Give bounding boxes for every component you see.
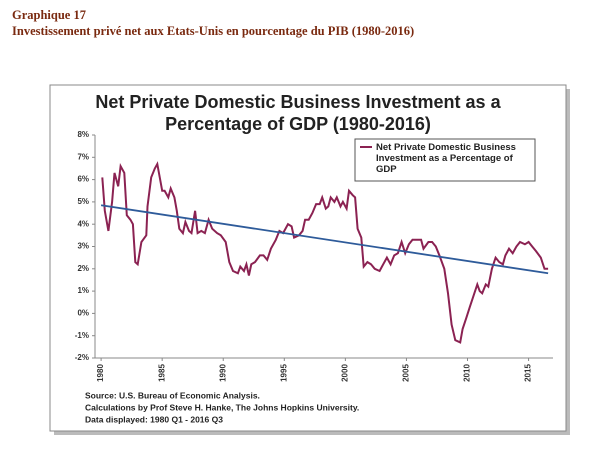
x-tick-label: 2000 bbox=[340, 364, 349, 382]
chart-title-line: Net Private Domestic Business Investment… bbox=[95, 92, 501, 112]
trend-line bbox=[100, 204, 549, 275]
y-tick-label: 4% bbox=[77, 219, 89, 228]
source-note: Source: U.S. Bureau of Economic Analysis… bbox=[85, 390, 260, 400]
y-tick-label: 1% bbox=[77, 286, 89, 295]
legend-label-line: GDP bbox=[376, 164, 397, 175]
y-tick-label: 5% bbox=[77, 197, 89, 206]
chart-title-line: Percentage of GDP (1980-2016) bbox=[165, 114, 431, 134]
x-tick-label: 2015 bbox=[524, 364, 533, 382]
x-tick-label: 1995 bbox=[279, 364, 288, 382]
x-tick-label: 1980 bbox=[96, 364, 105, 382]
chart-title: Net Private Domestic Business Investment… bbox=[95, 92, 501, 134]
legend-box bbox=[354, 138, 536, 182]
x-tick-label: 2010 bbox=[463, 364, 472, 382]
legend-label: Net Private Domestic Business Investment … bbox=[376, 142, 516, 175]
y-tick-label: -2% bbox=[75, 353, 89, 362]
y-tick-label: 7% bbox=[77, 152, 89, 161]
figure-title: Investissement privé net aux Etats-Unis … bbox=[12, 24, 415, 38]
source-note: Data displayed: 1980 Q1 - 2016 Q3 bbox=[85, 414, 223, 424]
legend-label-line: Investment as a Percentage of bbox=[376, 153, 514, 164]
x-tick-label: 1990 bbox=[218, 364, 227, 382]
x-tick-label: 1985 bbox=[157, 364, 166, 382]
y-tick-label: 0% bbox=[77, 309, 89, 318]
x-tick-label: 2005 bbox=[402, 364, 411, 382]
y-tick-label: 3% bbox=[77, 242, 89, 251]
chart-box bbox=[49, 84, 567, 432]
source-note: Calculations by Prof Steve H. Hanke, The… bbox=[85, 402, 359, 412]
figure-label: Graphique 17 bbox=[12, 8, 86, 22]
y-tick-label: 2% bbox=[77, 264, 89, 273]
legend-label-line: Net Private Domestic Business bbox=[376, 142, 516, 153]
y-tick-label: 6% bbox=[77, 175, 89, 184]
data-line bbox=[101, 161, 549, 344]
y-tick-label: 8% bbox=[77, 130, 89, 139]
y-tick-label: -1% bbox=[75, 331, 89, 340]
